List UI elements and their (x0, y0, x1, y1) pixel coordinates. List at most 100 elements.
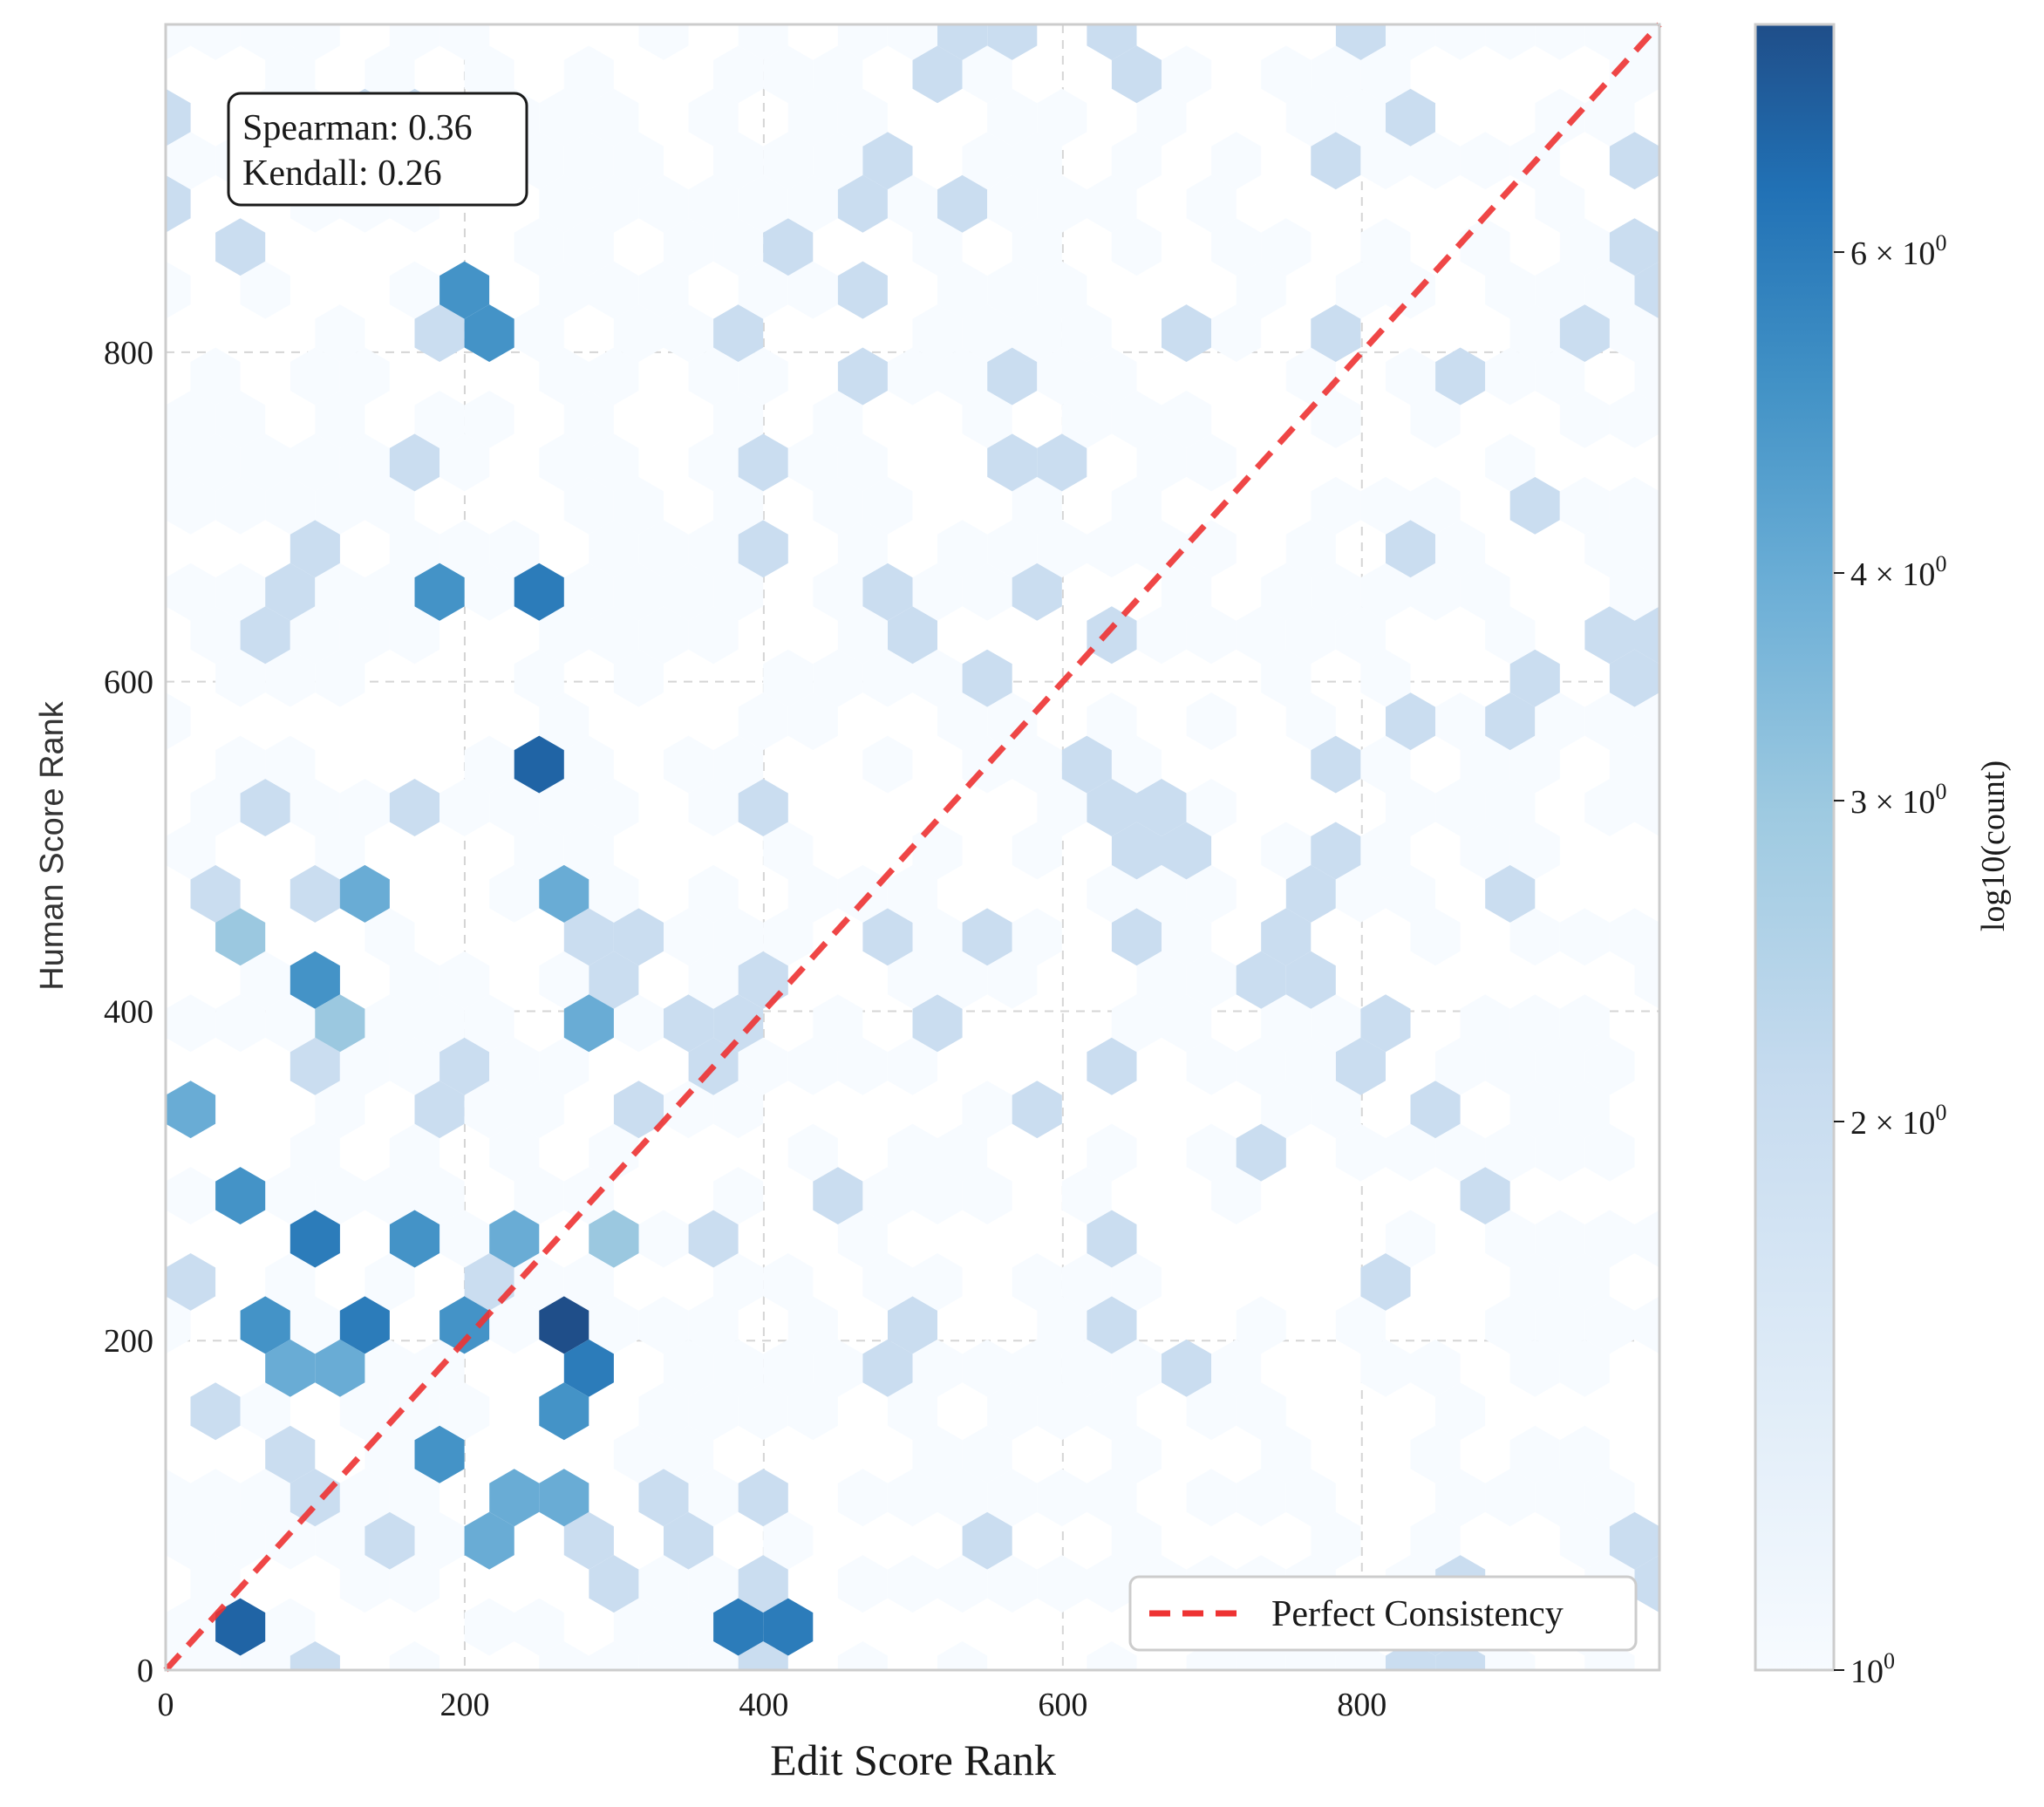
hexbin-cell (1559, 994, 1610, 1053)
hexbin-cell (638, 1382, 689, 1441)
hexbin-cell (888, 951, 937, 1009)
hexbin-cell (166, 1296, 191, 1354)
hexbin-cell (1634, 520, 1659, 578)
hexbin-cell (1012, 1081, 1062, 1139)
hexbin-cell (1136, 433, 1187, 492)
hexbin-cell (365, 1339, 415, 1397)
hexbin-cell (1012, 822, 1062, 880)
hexbin-cell (1037, 261, 1087, 319)
hexbin-cell (664, 1081, 714, 1139)
hexbin-cell (638, 1210, 689, 1268)
hexbin-cell (1285, 864, 1336, 923)
hexbin-cell (1460, 563, 1510, 621)
hexbin-cell (190, 24, 241, 60)
hexbin-cell (1111, 45, 1162, 104)
hexbin-cell (1659, 1599, 1709, 1656)
hexbin-cell (166, 1598, 216, 1656)
hexbin-cell (166, 822, 216, 880)
hexbin-cell (389, 1123, 440, 1182)
hexbin-cell (365, 563, 415, 621)
hexbin-cell (489, 1037, 540, 1095)
hexbin-cell (1386, 261, 1435, 319)
hexbin-cell (1111, 132, 1162, 190)
hexbin-cell (738, 520, 788, 578)
hexbin-cell (1609, 1511, 1659, 1570)
hexbin-cell (1386, 24, 1435, 60)
hexbin-cell (1360, 735, 1411, 794)
hexbin-cell (1335, 261, 1386, 319)
hexbin-cell (1386, 520, 1435, 578)
hexbin-cell (787, 1037, 838, 1095)
hexbin-cell (1311, 304, 1361, 362)
hexbin-cell (265, 1167, 316, 1224)
hexbin-cell (539, 1382, 589, 1441)
hexbin-cell (738, 1037, 788, 1095)
hexbin-cell (1311, 1081, 1361, 1139)
hexbin-cell (1285, 692, 1336, 751)
hexbin-cell (1360, 994, 1411, 1053)
hexbin-cell (787, 1296, 838, 1354)
hexbin-cell (290, 951, 340, 1009)
hexbin-layer (166, 24, 1709, 1670)
hexbin-cell (539, 88, 589, 147)
hexbin-cell (1061, 304, 1112, 362)
hexbin-cell (1061, 391, 1112, 448)
hexbin-cell (1037, 1469, 1087, 1527)
hexbin-cell (1111, 218, 1162, 276)
hexbin-cell (389, 1037, 440, 1095)
hexbin-cell (1460, 994, 1510, 1053)
hexbin-cell (912, 1339, 963, 1397)
hexbin-cell (539, 433, 589, 492)
hexbin-cell (837, 1641, 888, 1670)
hexbin-cell (514, 735, 564, 794)
hexbin-cell (937, 347, 988, 406)
hexbin-cell (1111, 391, 1162, 448)
hexbin-cell (1435, 24, 1486, 60)
hexbin-cell (1609, 563, 1659, 621)
hexbin-cell (1435, 1037, 1486, 1095)
hexbin-cell (1335, 24, 1386, 60)
hexbin-cell (912, 218, 963, 276)
hexbin-cell (1186, 1382, 1237, 1441)
plot-frame (164, 23, 1661, 1672)
hexbin-cell (489, 779, 540, 836)
hexbin-cell (1360, 476, 1411, 535)
colorbar-tick-label: 100 (1850, 1648, 1895, 1690)
hexbin-cell (987, 692, 1038, 751)
hexbin-cell (1410, 908, 1461, 966)
hexbin-cell (888, 1555, 937, 1613)
hexbin-cell (1012, 218, 1062, 276)
hexbin-cell (713, 908, 764, 966)
hexbin-cell (962, 132, 1012, 190)
hexbin-cell (1061, 735, 1112, 794)
hexbin-cell (1584, 261, 1635, 319)
hexbin-cell (1012, 132, 1062, 190)
hexbin-cell (339, 779, 390, 836)
hexbin-cell (837, 88, 888, 147)
hexbin-cell (1435, 692, 1486, 751)
hexbin-cell (813, 476, 863, 535)
hexbin-cell (1037, 1382, 1087, 1441)
legend: Perfect Consistency (1128, 1575, 1638, 1652)
hexbin-cell (1012, 1339, 1062, 1397)
hexbin-cell (539, 261, 589, 319)
hexbin-cell (464, 994, 514, 1053)
hexbin-cell (688, 347, 739, 406)
hexbin-cell (315, 1167, 365, 1224)
hexbin-cell (1410, 1511, 1461, 1570)
hexbin-cell (1037, 88, 1087, 147)
hexbin-cell (414, 1425, 465, 1483)
hexbin-cell (813, 563, 863, 621)
hexbin-cell (1559, 908, 1610, 966)
hexbin-cell (713, 994, 764, 1053)
hexbin-cell (1311, 45, 1361, 104)
hexbin-cell (638, 1296, 689, 1354)
hexbin-cell (1311, 563, 1361, 621)
hexbin-cell (1136, 779, 1187, 836)
hexbin-cell (738, 1641, 788, 1670)
hexbin-cell (1186, 692, 1237, 751)
hexbin-cell (290, 1641, 340, 1670)
hexbin-cell (539, 1037, 589, 1095)
hexbin-cell (315, 649, 365, 707)
hexbin-cell (589, 347, 639, 406)
